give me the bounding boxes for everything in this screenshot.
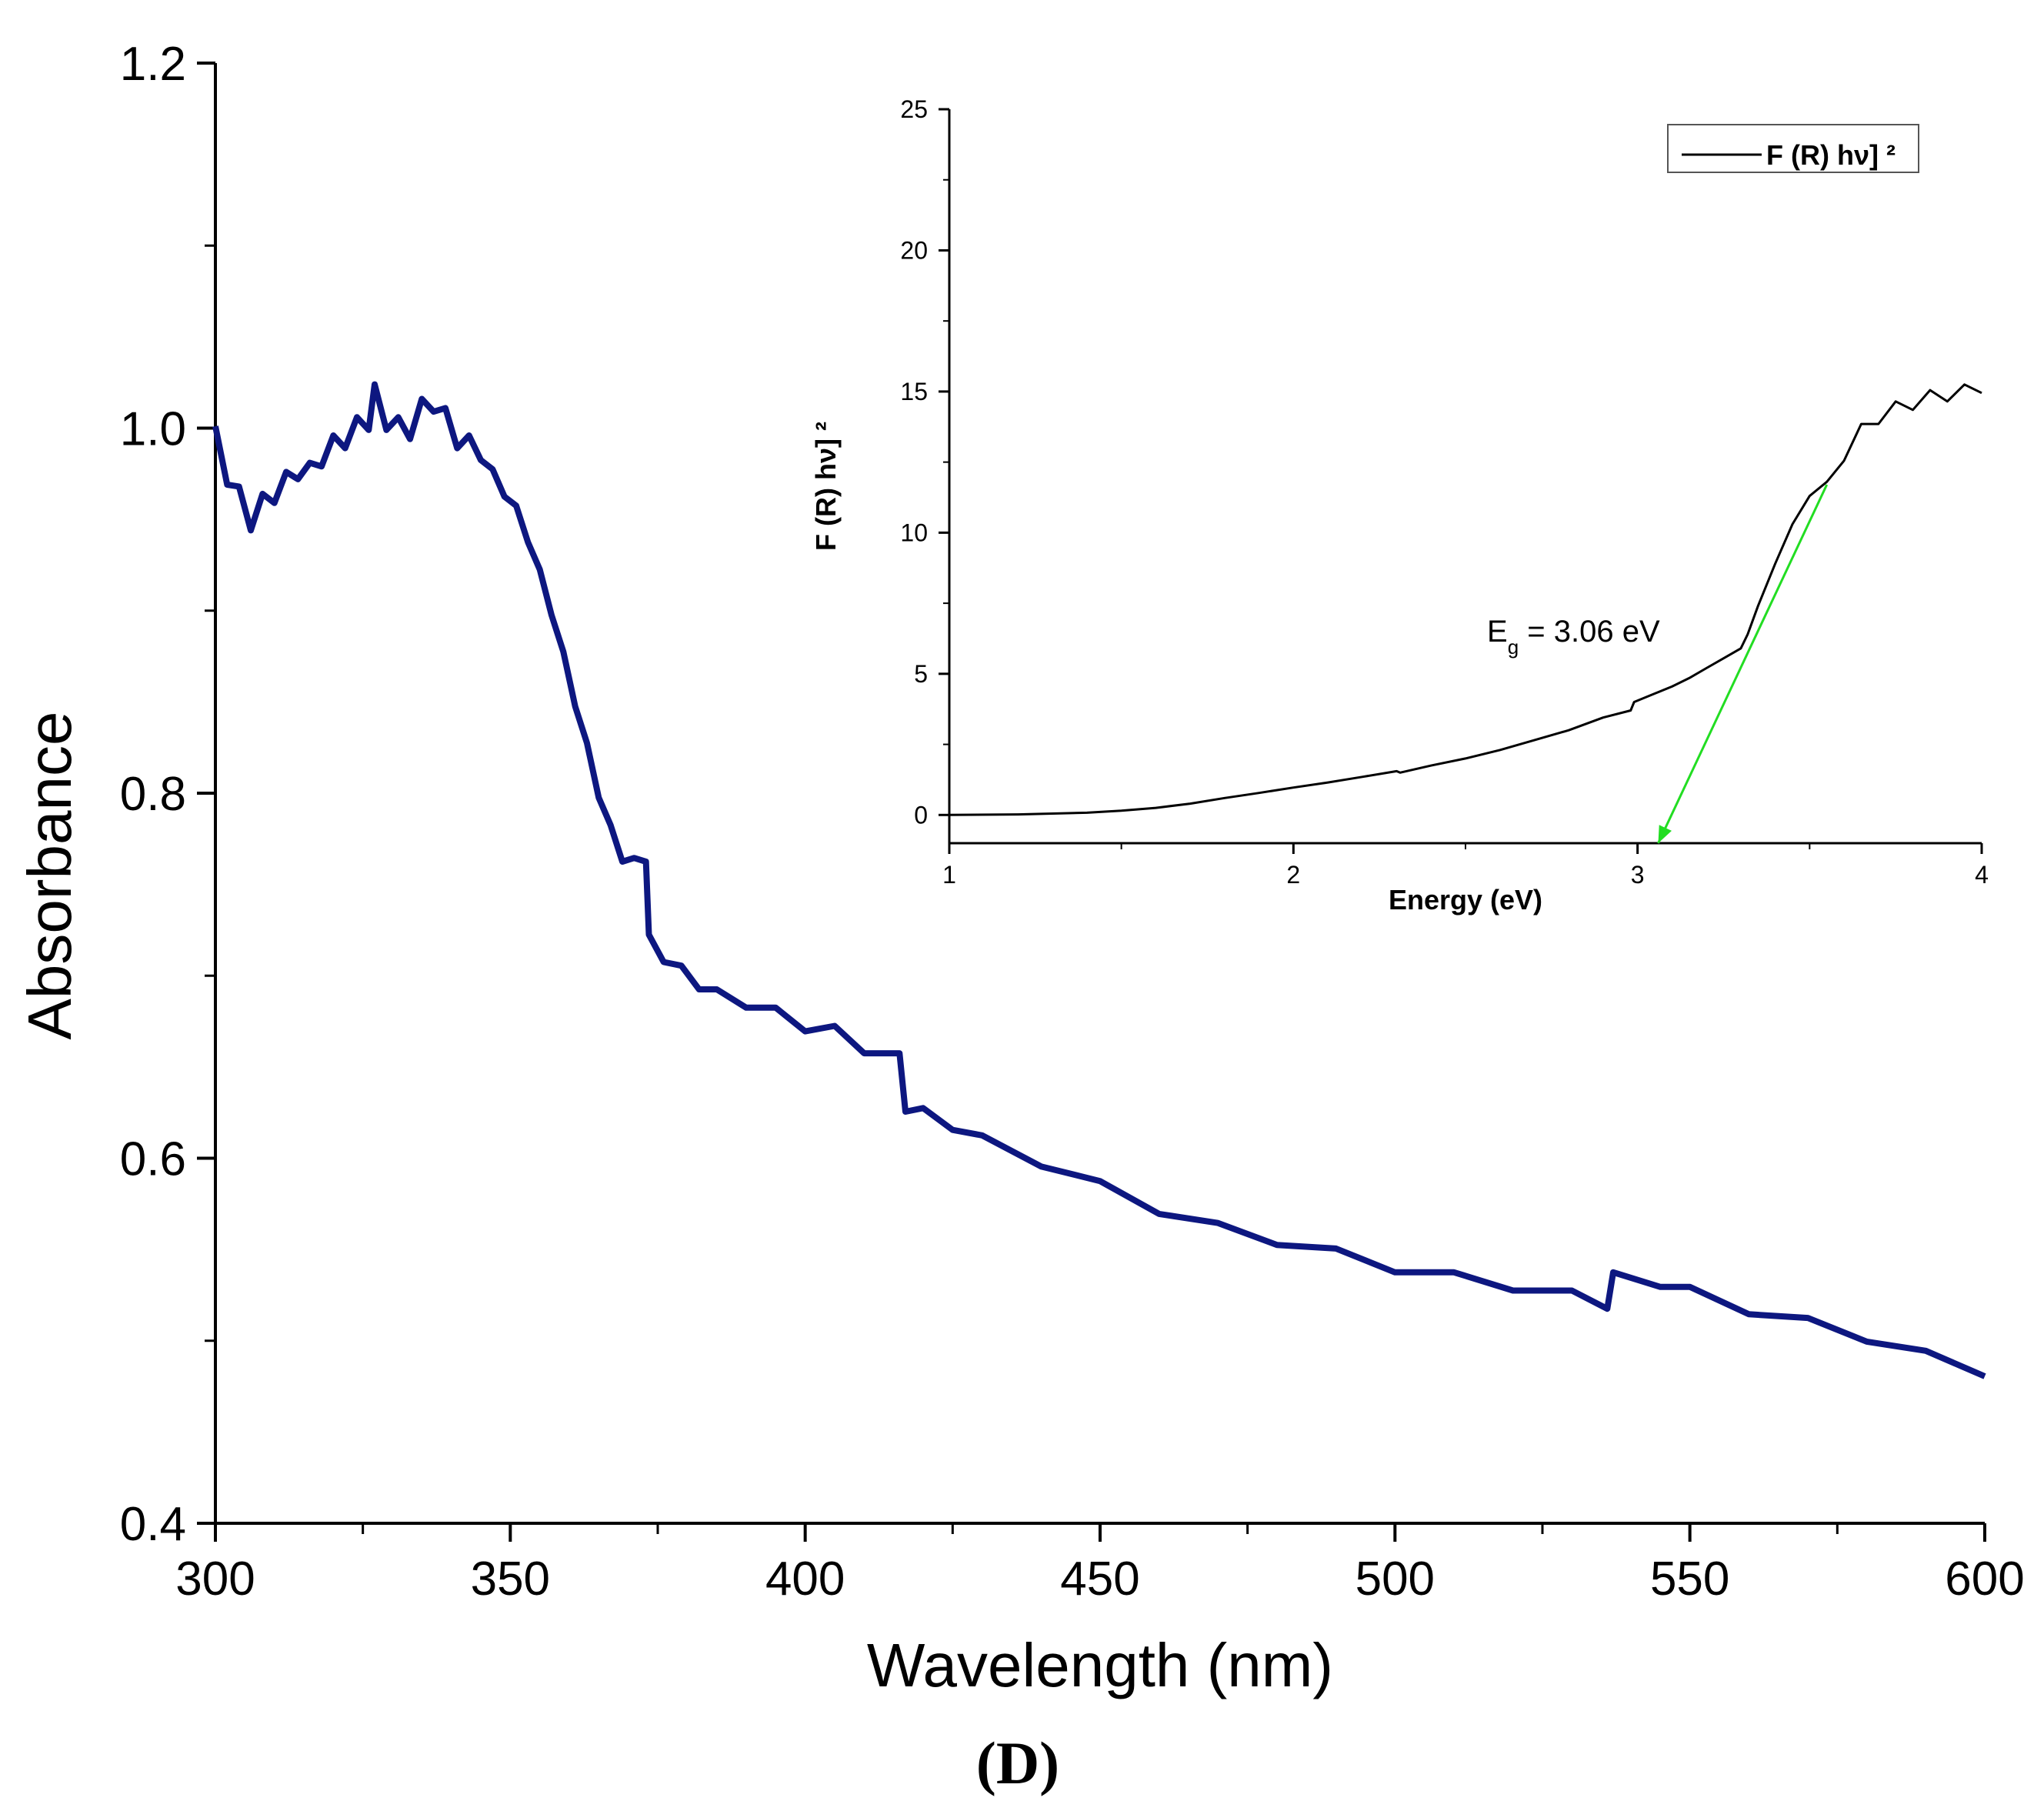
inset-x-tick-label: 2	[1286, 861, 1300, 889]
main-y-tick-labels: 0.4 0.6 0.8 1.0 1.2	[120, 38, 186, 1551]
bandgap-annotation: Eg = 3.06 eV	[1487, 615, 1660, 659]
main-y-tick-label: 0.6	[120, 1133, 186, 1186]
inset-series-line	[949, 383, 1982, 816]
inset-axis-ticks	[939, 108, 1983, 854]
inset-x-tick-label: 4	[1975, 861, 1989, 889]
main-x-tick-label: 600	[1945, 1553, 2024, 1606]
legend-label: F (R) hν] ²	[1766, 139, 1896, 171]
inset-y-tick-label: 25	[900, 95, 928, 123]
inset-y-tick-labels: 0 5 10 15 20 25	[900, 95, 928, 829]
bandgap-tangent-line	[1657, 484, 1829, 844]
main-x-tick-labels: 300 350 400 450 500 550 600	[175, 1553, 2024, 1606]
main-x-tick-label: 550	[1650, 1553, 1729, 1606]
bandgap-arrowhead	[1658, 825, 1672, 843]
main-x-axis-title: Wavelength (nm)	[867, 1631, 1333, 1699]
inset-y-axis-title: F (R) hν] ²	[810, 422, 842, 551]
inset-y-tick-label: 10	[900, 519, 928, 546]
inset-legend: F (R) hν] ²	[1667, 124, 1919, 173]
inset-x-tick-label: 3	[1631, 861, 1645, 889]
inset-x-tick-labels: 1 2 3 4	[942, 861, 1989, 889]
inset-y-tick-label: 0	[914, 801, 928, 829]
inset-y-tick-label: 15	[900, 378, 928, 405]
main-y-tick-label: 0.4	[120, 1498, 186, 1551]
main-x-tick-label: 500	[1355, 1553, 1435, 1606]
inset-x-tick-label: 1	[942, 861, 956, 889]
inset-y-tick-label: 20	[900, 236, 928, 264]
main-x-tick-label: 300	[175, 1553, 255, 1606]
main-y-axis-title: Absorbance	[15, 712, 84, 1040]
absorbance-series-line	[212, 381, 1986, 1379]
inset-y-tick-label: 5	[914, 660, 928, 688]
main-x-tick-label: 350	[471, 1553, 550, 1606]
panel-label: (D)	[976, 1729, 1059, 1796]
main-y-tick-label: 0.8	[120, 768, 186, 821]
legend-box	[1667, 124, 1919, 173]
main-chart: 300 350 400 450 500 550 600 0.40.60.81.01.2 Wa…	[15, 38, 2025, 1796]
main-x-tick-label: 450	[1060, 1553, 1139, 1606]
main-axis-ticks	[197, 62, 1986, 1542]
main-y-tick-label: 1.0	[120, 403, 186, 456]
main-y-tick-label: 1.2	[120, 38, 186, 91]
inset-x-axis-title: Energy (eV)	[1389, 884, 1542, 916]
main-x-tick-label: 400	[765, 1553, 845, 1606]
